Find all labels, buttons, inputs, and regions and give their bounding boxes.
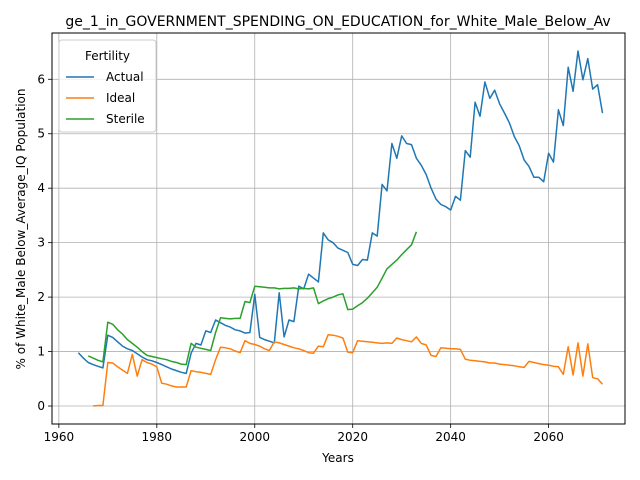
legend-entries: Actual Ideal Sterile [66,70,145,126]
y-axis-ticks: 0 1 2 3 4 5 6 [37,72,52,413]
y-tick-label: 5 [37,127,45,141]
legend-label-sterile: Sterile [106,112,145,126]
x-tick-label: 2000 [239,430,270,444]
y-tick-label: 4 [37,181,45,195]
legend: Fertility Actual Ideal Sterile [58,39,157,133]
x-tick-label: 1980 [142,430,173,444]
x-tick-label: 1960 [44,430,75,444]
y-tick-label: 2 [37,290,45,304]
y-tick-label: 1 [37,345,45,359]
legend-title: Fertility [85,49,130,63]
grid-lines [52,33,625,424]
y-axis-label: % of White_Male Below_Average_IQ Populat… [14,89,28,370]
series-line-sterile [87,231,418,366]
plot-frame [51,32,626,425]
legend-label-ideal: Ideal [106,91,135,105]
x-tick-label: 2020 [337,430,368,444]
y-tick-label: 6 [37,72,45,86]
series-line-ideal [93,333,604,407]
x-axis-label: Years [321,451,354,465]
x-axis-ticks: 1960 1980 2000 2020 2040 2060 [44,424,564,444]
chart-title: ge_1_in_GOVERNMENT_SPENDING_ON_EDUCATION… [65,14,610,30]
series-line-actual [77,50,604,375]
legend-box [58,39,157,133]
legend-label-actual: Actual [106,70,144,84]
series-lines [77,50,604,407]
y-tick-label: 3 [37,236,45,250]
x-tick-label: 2060 [533,430,564,444]
y-tick-label: 0 [37,399,45,413]
x-tick-label: 2040 [435,430,466,444]
